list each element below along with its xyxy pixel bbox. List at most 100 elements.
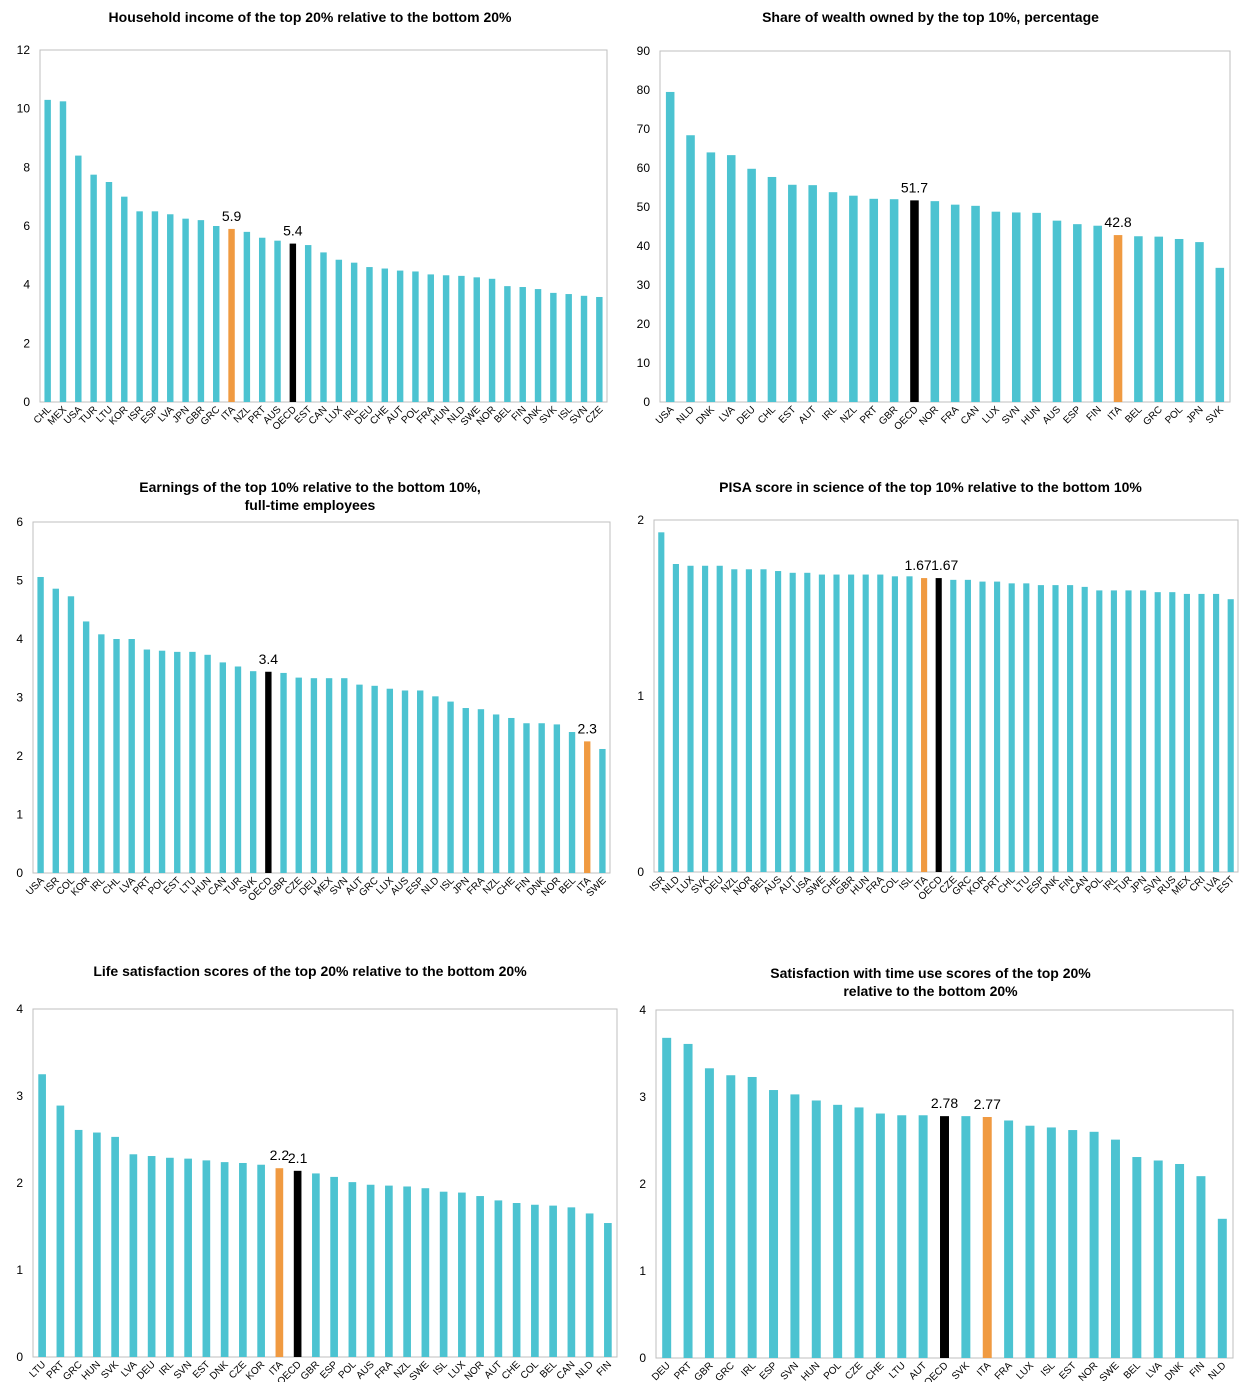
x-tick-label: PRT: [672, 1360, 694, 1382]
bar-usa: [804, 572, 811, 872]
bar-oecd: [935, 578, 942, 872]
bar-nzl: [731, 569, 738, 872]
bar-lva: [1213, 593, 1220, 872]
bar-irl: [747, 1076, 757, 1358]
bar-svn: [1154, 592, 1161, 872]
y-tick-label: 40: [637, 239, 651, 253]
bar-swe: [1110, 1139, 1120, 1358]
bar-lux: [335, 259, 343, 402]
x-tick-label: GRC: [713, 1360, 737, 1382]
bar-gbr: [889, 199, 899, 402]
bar-prt: [994, 581, 1001, 872]
bar-est: [304, 245, 312, 402]
bar-esp: [769, 1090, 779, 1358]
x-tick-label: EST: [777, 404, 799, 426]
bar-aus: [274, 240, 281, 402]
x-tick-label: LUX: [1015, 1360, 1037, 1382]
bar-grc: [213, 226, 220, 402]
bar-dnk: [706, 152, 716, 402]
bar-esp: [417, 690, 424, 873]
bar-jpn: [1140, 590, 1147, 872]
bar-est: [1227, 599, 1234, 872]
x-tick-label: FRA: [993, 1360, 1015, 1382]
x-tick-label: GBR: [692, 1360, 715, 1382]
bar-usa: [37, 576, 44, 873]
bar-svk: [550, 292, 557, 402]
bar-cze: [596, 296, 603, 402]
bar-tur: [90, 174, 97, 402]
bar-che: [381, 268, 389, 402]
bar-jpn: [182, 218, 189, 402]
x-tick-label: CHE: [500, 1359, 523, 1382]
y-tick-label: 4: [16, 632, 23, 646]
y-tick-label: 20: [637, 317, 651, 331]
bar-bel: [1132, 1157, 1142, 1358]
bar-deu: [366, 267, 373, 402]
plot-frame: [32, 1008, 618, 1358]
bar-irl: [1110, 590, 1117, 872]
bar-rus: [1169, 592, 1176, 872]
bar-fin: [1196, 1176, 1206, 1358]
bar-swe: [599, 748, 606, 873]
x-tick-label: JPN: [1184, 404, 1205, 425]
bar-nzl: [403, 1186, 411, 1357]
bar-kor: [257, 1164, 265, 1357]
bar-gbr: [848, 574, 855, 872]
bar-grc: [371, 685, 378, 873]
x-tick-label: DEU: [650, 1360, 673, 1382]
bar-isr: [52, 588, 59, 873]
bar-irl: [828, 192, 838, 402]
bar-nld: [686, 135, 695, 403]
x-tick-label: CAN: [555, 1359, 578, 1382]
bar-can: [219, 662, 226, 873]
bar-cze: [295, 677, 302, 873]
x-tick-label: HUN: [1020, 404, 1043, 427]
bar-svn: [184, 1158, 192, 1357]
data-label-oecd: 1.67: [931, 557, 958, 573]
bar-deu: [310, 678, 318, 873]
data-label-ita: 2.3: [577, 720, 597, 736]
bar-lux: [1025, 1125, 1035, 1358]
bar-ltu: [897, 1115, 907, 1358]
x-tick-label: GRC: [61, 1359, 85, 1382]
chart-earnings: Earnings of the top 10% relative to the …: [0, 470, 620, 920]
bar-hun: [811, 1100, 821, 1358]
bar-lva: [167, 214, 174, 402]
bar-irl: [98, 634, 105, 873]
bar-hun: [862, 574, 869, 872]
x-tick-label: SWE: [1098, 1360, 1122, 1382]
x-tick-label: IRL: [820, 404, 839, 423]
x-tick-label: DEU: [735, 404, 758, 427]
y-tick-label: 0: [639, 1351, 646, 1365]
x-tick-label: SWE: [408, 1359, 432, 1382]
bar-ltu: [189, 651, 196, 873]
bar-aut: [494, 1200, 503, 1357]
bar-isr: [136, 211, 143, 402]
x-tick-label: CHL: [756, 404, 778, 426]
bar-prt: [143, 649, 151, 873]
bar-hun: [442, 275, 450, 402]
bar-nor: [553, 724, 561, 873]
bar-kor: [121, 196, 128, 402]
y-tick-label: 10: [17, 102, 31, 116]
x-tick-label: GRC: [1141, 404, 1165, 428]
bar-isl: [1046, 1127, 1056, 1358]
bar-aus: [401, 690, 409, 873]
bar-isl: [439, 1191, 448, 1357]
bar-cze: [854, 1107, 864, 1358]
bar-irl: [166, 1157, 174, 1357]
bar-bel: [549, 1205, 557, 1357]
x-tick-label: FRA: [373, 1359, 395, 1381]
bar-svn: [580, 295, 588, 402]
bar-isl: [565, 294, 572, 402]
x-tick-label: CZE: [584, 404, 606, 426]
bar-fra: [877, 574, 884, 872]
bar-svk: [249, 671, 257, 873]
data-label-ita: 42.8: [1104, 214, 1131, 230]
data-label-ita: 2.77: [974, 1096, 1001, 1112]
bar-tur: [234, 666, 242, 873]
x-tick-label: EST: [1215, 874, 1237, 896]
x-tick-label: SVK: [1204, 404, 1226, 426]
bar-nor: [488, 278, 496, 402]
